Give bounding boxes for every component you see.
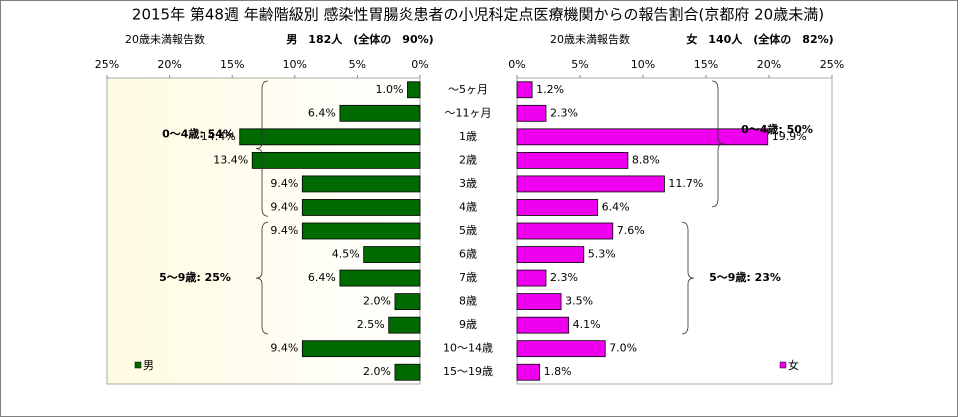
value-label: 3.5% [565, 295, 593, 308]
value-label: 4.5% [332, 248, 360, 261]
value-label: 8.8% [632, 153, 660, 166]
value-label: 6.4% [602, 200, 630, 213]
value-label: 4.1% [573, 318, 601, 331]
category-label: 1歳 [459, 130, 477, 143]
annotation: 0〜4歳: 54% [162, 127, 234, 141]
value-label: 2.0% [363, 365, 391, 378]
bar [407, 81, 421, 99]
value-label: 2.5% [357, 318, 385, 331]
bar [516, 363, 541, 381]
value-label: 11.7% [668, 177, 703, 190]
bar [516, 293, 562, 311]
value-label: 2.3% [550, 271, 578, 284]
bar [339, 269, 421, 287]
bar [239, 128, 421, 146]
legend-swatch [134, 361, 142, 369]
x-tick-label: 20% [757, 58, 781, 71]
x-tick-label: 10% [631, 58, 655, 71]
legend-label: 女 [788, 358, 799, 372]
x-tick-label: 25% [820, 58, 844, 71]
value-label: 1.8% [544, 365, 572, 378]
category-label: 5歳 [459, 224, 477, 237]
subtitle: 20歳未満報告数 [550, 33, 630, 46]
bar [251, 151, 421, 169]
category-label: 〜11ヶ月 [445, 106, 492, 119]
bar [388, 316, 421, 334]
value-label: 6.4% [308, 271, 336, 284]
value-label: 19.9% [772, 130, 807, 143]
bar [516, 128, 769, 146]
category-label: 〜5ヶ月 [448, 83, 488, 96]
brace [711, 80, 725, 208]
bar [394, 363, 421, 381]
category-label: 6歳 [459, 248, 477, 261]
category-label: 4歳 [459, 200, 477, 213]
value-label: 14.4% [201, 130, 236, 143]
value-label: 1.0% [376, 83, 404, 96]
bar [516, 316, 570, 334]
x-tick-label: 0% [508, 58, 525, 71]
chart-title: 2015年 第48週 年齢階級別 感染性胃腸炎患者の小児科定点医療機関からの報告… [132, 6, 824, 24]
subtitle: 男 182人 (全体の 90%) [286, 32, 433, 46]
bar [516, 246, 585, 263]
value-label: 9.4% [270, 224, 298, 237]
annotation: 5〜9歳: 25% [159, 270, 231, 284]
value-label: 9.4% [270, 342, 298, 355]
value-label: 1.2% [536, 83, 564, 96]
bar [339, 104, 421, 122]
annotation: 5〜9歳: 23% [709, 270, 781, 284]
bar [516, 269, 547, 287]
x-tick-label: 5% [349, 58, 366, 71]
bar [516, 222, 614, 240]
category-label: 8歳 [459, 295, 477, 308]
value-label: 13.4% [213, 153, 248, 166]
bar [516, 81, 533, 99]
category-label: 15〜19歳 [443, 365, 493, 378]
category-label: 2歳 [459, 153, 477, 166]
value-label: 2.3% [550, 106, 578, 119]
bar [363, 246, 421, 263]
subtitle: 女 140人 (全体の 82%) [686, 32, 833, 46]
brace [255, 80, 269, 217]
value-label: 9.4% [270, 177, 298, 190]
bar [516, 340, 606, 358]
brace [681, 221, 695, 335]
x-tick-label: 25% [95, 58, 119, 71]
bar [516, 175, 665, 193]
category-label: 3歳 [459, 177, 477, 190]
value-label: 2.0% [363, 295, 391, 308]
bar [301, 199, 421, 216]
x-tick-label: 10% [283, 58, 307, 71]
legend-swatch [779, 361, 787, 369]
subtitle: 20歳未満報告数 [125, 33, 205, 46]
category-label: 7歳 [459, 271, 477, 284]
x-tick-label: 0% [411, 58, 428, 71]
value-label: 7.6% [617, 224, 645, 237]
category-label: 9歳 [459, 318, 477, 331]
category-label: 10〜14歳 [443, 342, 493, 355]
value-label: 9.4% [270, 200, 298, 213]
legend-label: 男 [143, 359, 154, 372]
bar [516, 151, 629, 169]
bar [516, 199, 599, 216]
x-tick-label: 20% [157, 58, 181, 71]
value-label: 5.3% [588, 248, 616, 261]
bar [301, 175, 421, 193]
bar [301, 340, 421, 358]
bar [516, 104, 547, 122]
bar [301, 222, 421, 240]
value-label: 6.4% [308, 106, 336, 119]
brace [255, 221, 269, 335]
value-label: 7.0% [609, 342, 637, 355]
annotation: 0〜4歳: 50% [741, 122, 813, 136]
x-tick-label: 15% [220, 58, 244, 71]
x-tick-label: 5% [571, 58, 588, 71]
bar [394, 293, 421, 311]
x-tick-label: 15% [694, 58, 718, 71]
